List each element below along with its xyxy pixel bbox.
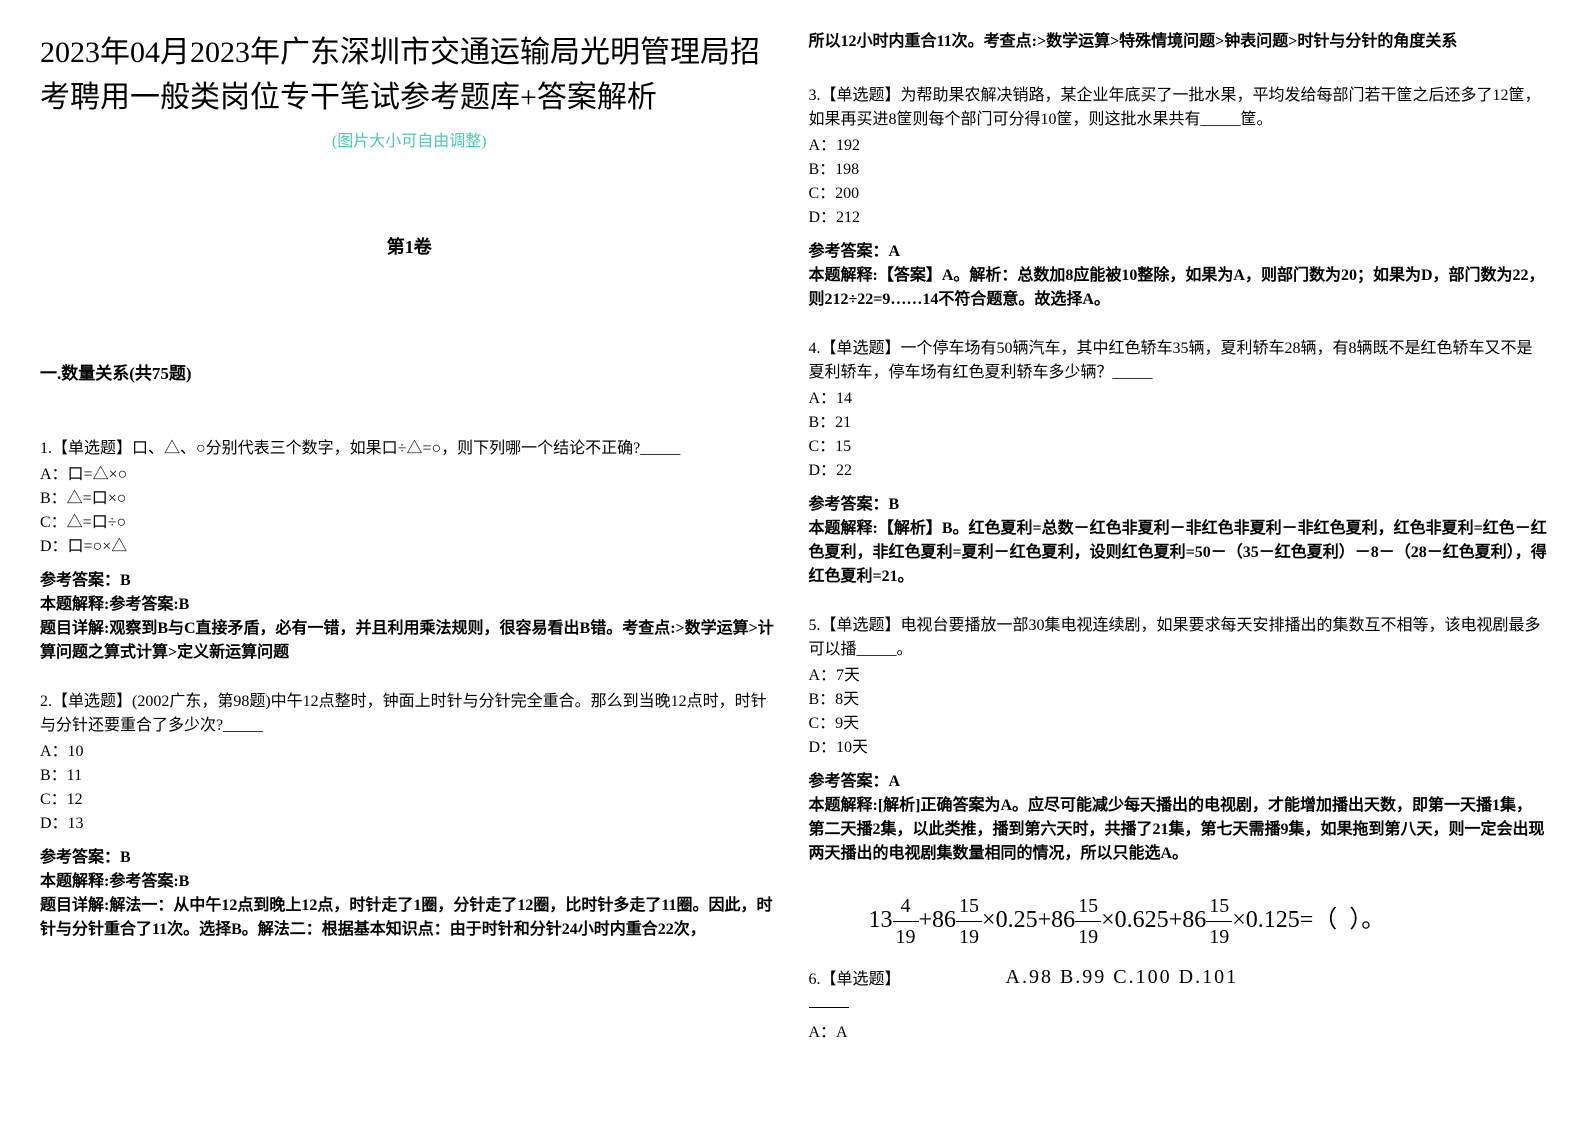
q4-option-d: D：22 bbox=[809, 459, 1548, 483]
q1-option-c: C：△=口÷○ bbox=[40, 511, 779, 535]
q5-option-d: D：10天 bbox=[809, 736, 1548, 760]
question-6: 13419+861519×0.25+861519×0.625+861519×0.… bbox=[809, 891, 1548, 1045]
q5-option-b: B：8天 bbox=[809, 688, 1548, 712]
q2-explanation-2: 题目详解:解法一：从中午12点到晚上12点，时针走了1圈，分针走了12圈，比时针… bbox=[40, 894, 779, 942]
q4-option-b: B：21 bbox=[809, 411, 1548, 435]
q5-option-c: C：9天 bbox=[809, 712, 1548, 736]
q6-formula: 13419+861519×0.25+861519×0.625+861519×0.… bbox=[869, 891, 1548, 952]
q3-option-a: A：192 bbox=[809, 134, 1548, 158]
q5-explanation: 本题解释:[解析]正确答案为A。应尽可能减少每天播出的电视剧，才能增加播出天数，… bbox=[809, 794, 1548, 866]
q6-prefix: 6.【单选题】 bbox=[809, 968, 901, 992]
q3-text: 3.【单选题】为帮助果农解决销路，某企业年底买了一批水果，平均发给每部门若干筐之… bbox=[809, 84, 1548, 132]
q2-explanation-1: 本题解释:参考答案:B bbox=[40, 870, 779, 894]
section-title: 一.数量关系(共75题) bbox=[40, 361, 779, 387]
q4-answer: 参考答案：B bbox=[809, 493, 1548, 517]
continuation-explanation: 所以12小时内重合11次。考查点:>数学运算>特殊情境问题>钟表问题>时针与分针… bbox=[809, 30, 1548, 54]
q4-option-a: A：14 bbox=[809, 387, 1548, 411]
q6-blank bbox=[809, 1007, 849, 1008]
q2-option-c: C：12 bbox=[40, 788, 779, 812]
q1-option-b: B：△=口×○ bbox=[40, 487, 779, 511]
q6-formula-options: A.98 B.99 C.100 D.101 bbox=[1006, 962, 1239, 992]
q3-explanation: 本题解释:【答案】A。解析：总数加8应能被10整除，如果为A，则部门数为20；如… bbox=[809, 264, 1548, 312]
question-3: 3.【单选题】为帮助果农解决销路，某企业年底买了一批水果，平均发给每部门若干筐之… bbox=[809, 84, 1548, 312]
q1-answer: 参考答案：B bbox=[40, 569, 779, 593]
q5-text: 5.【单选题】电视台要播放一部30集电视连续剧，如果要求每天安排播出的集数互不相… bbox=[809, 614, 1548, 662]
q4-text: 4.【单选题】一个停车场有50辆汽车，其中红色轿车35辆，夏利轿车28辆，有8辆… bbox=[809, 337, 1548, 385]
q1-explanation-2: 题目详解:观察到B与C直接矛盾，必有一错，并且利用乘法规则，很容易看出B错。考查… bbox=[40, 617, 779, 665]
q6-option-a: A：A bbox=[809, 1021, 1548, 1045]
question-4: 4.【单选题】一个停车场有50辆汽车，其中红色轿车35辆，夏利轿车28辆，有8辆… bbox=[809, 337, 1548, 589]
q4-option-c: C：15 bbox=[809, 435, 1548, 459]
q4-explanation: 本题解释:【解析】B。红色夏利=总数－红色非夏利－非红色非夏利－非红色夏利，红色… bbox=[809, 517, 1548, 589]
question-1: 1.【单选题】口、△、○分别代表三个数字，如果口÷△=○，则下列哪一个结论不正确… bbox=[40, 437, 779, 665]
q2-option-b: B：11 bbox=[40, 764, 779, 788]
q3-option-c: C：200 bbox=[809, 182, 1548, 206]
volume-title: 第1卷 bbox=[40, 234, 779, 261]
q3-answer: 参考答案：A bbox=[809, 240, 1548, 264]
question-2: 2.【单选题】(2002广东，第98题)中午12点整时，钟面上时针与分针完全重合… bbox=[40, 690, 779, 942]
q3-option-b: B：198 bbox=[809, 158, 1548, 182]
q2-text: 2.【单选题】(2002广东，第98题)中午12点整时，钟面上时针与分针完全重合… bbox=[40, 690, 779, 738]
q5-answer: 参考答案：A bbox=[809, 770, 1548, 794]
q1-explanation-1: 本题解释:参考答案:B bbox=[40, 593, 779, 617]
q2-answer: 参考答案：B bbox=[40, 846, 779, 870]
q2-option-d: D：13 bbox=[40, 812, 779, 836]
q1-option-d: D：口=○×△ bbox=[40, 535, 779, 559]
question-5: 5.【单选题】电视台要播放一部30集电视连续剧，如果要求每天安排播出的集数互不相… bbox=[809, 614, 1548, 866]
q1-text: 1.【单选题】口、△、○分别代表三个数字，如果口÷△=○，则下列哪一个结论不正确… bbox=[40, 437, 779, 461]
document-title: 2023年04月2023年广东深圳市交通运输局光明管理局招考聘用一般类岗位专干笔… bbox=[40, 30, 779, 120]
q5-option-a: A：7天 bbox=[809, 664, 1548, 688]
q3-option-d: D：212 bbox=[809, 206, 1548, 230]
q1-option-a: A：口=△×○ bbox=[40, 463, 779, 487]
subtitle: (图片大小可自由调整) bbox=[40, 130, 779, 154]
q2-option-a: A：10 bbox=[40, 740, 779, 764]
